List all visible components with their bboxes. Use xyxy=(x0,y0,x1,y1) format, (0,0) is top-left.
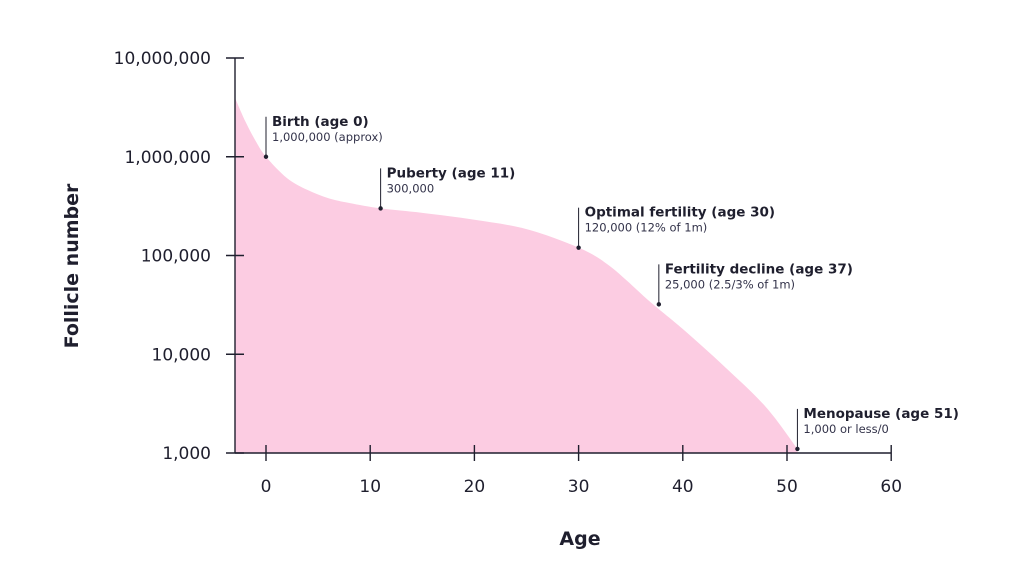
y-tick-label: 100,000 xyxy=(141,247,211,267)
x-axis-title: Age xyxy=(559,528,600,550)
y-tick-label: 1,000 xyxy=(162,444,211,464)
x-tick-label: 10 xyxy=(359,477,381,497)
y-tick-label: 10,000,000 xyxy=(114,49,211,69)
annotation: Puberty (age 11)300,000 xyxy=(378,165,516,211)
annotation-text: 300,000 xyxy=(387,181,435,195)
annotation-text: 1,000,000 (approx) xyxy=(272,130,383,144)
annotation-title: Fertility decline (age 37) xyxy=(665,261,853,277)
x-ticks: 0 10 20 30 40 50 60 xyxy=(261,445,902,497)
annotation-point xyxy=(795,446,800,452)
annotation-point xyxy=(576,245,581,250)
y-ticks: 1,000 10,000 100,000 1,000,000 10,000,000 xyxy=(114,49,244,464)
annotation: Menopause (age 51)1,000 or less/0 xyxy=(795,406,959,452)
annotation: Optimal fertility (age 30)120,000 (12% o… xyxy=(576,205,775,250)
annotation-title: Menopause (age 51) xyxy=(803,406,959,422)
annotation-title: Birth (age 0) xyxy=(272,114,369,130)
annotation-title: Puberty (age 11) xyxy=(387,165,516,181)
annotation-text: 1,000 or less/0 xyxy=(803,422,888,436)
annotation-text: 120,000 (12% of 1m) xyxy=(585,221,708,235)
x-tick-label: 20 xyxy=(464,477,486,497)
y-tick-label: 1,000,000 xyxy=(124,148,211,168)
y-axis-title: Follicle number xyxy=(61,183,83,348)
annotation-title: Optimal fertility (age 30) xyxy=(585,205,775,221)
x-tick-label: 40 xyxy=(672,477,694,497)
x-tick-label: 0 xyxy=(261,477,272,497)
annotation: Fertility decline (age 37)25,000 (2.5/3%… xyxy=(656,261,853,307)
x-tick-label: 30 xyxy=(568,477,590,497)
y-tick-label: 10,000 xyxy=(152,345,211,365)
annotation: Birth (age 0)1,000,000 (approx) xyxy=(263,114,383,159)
annotation-point xyxy=(656,302,662,307)
annotation-point xyxy=(263,154,269,159)
x-tick-label: 60 xyxy=(880,477,902,497)
annotation-point xyxy=(378,206,383,211)
annotations: Birth (age 0)1,000,000 (approx)Puberty (… xyxy=(263,114,959,452)
follicle-area xyxy=(234,97,798,454)
x-tick-label: 50 xyxy=(776,477,798,497)
annotation-text: 25,000 (2.5/3% of 1m) xyxy=(665,277,795,291)
